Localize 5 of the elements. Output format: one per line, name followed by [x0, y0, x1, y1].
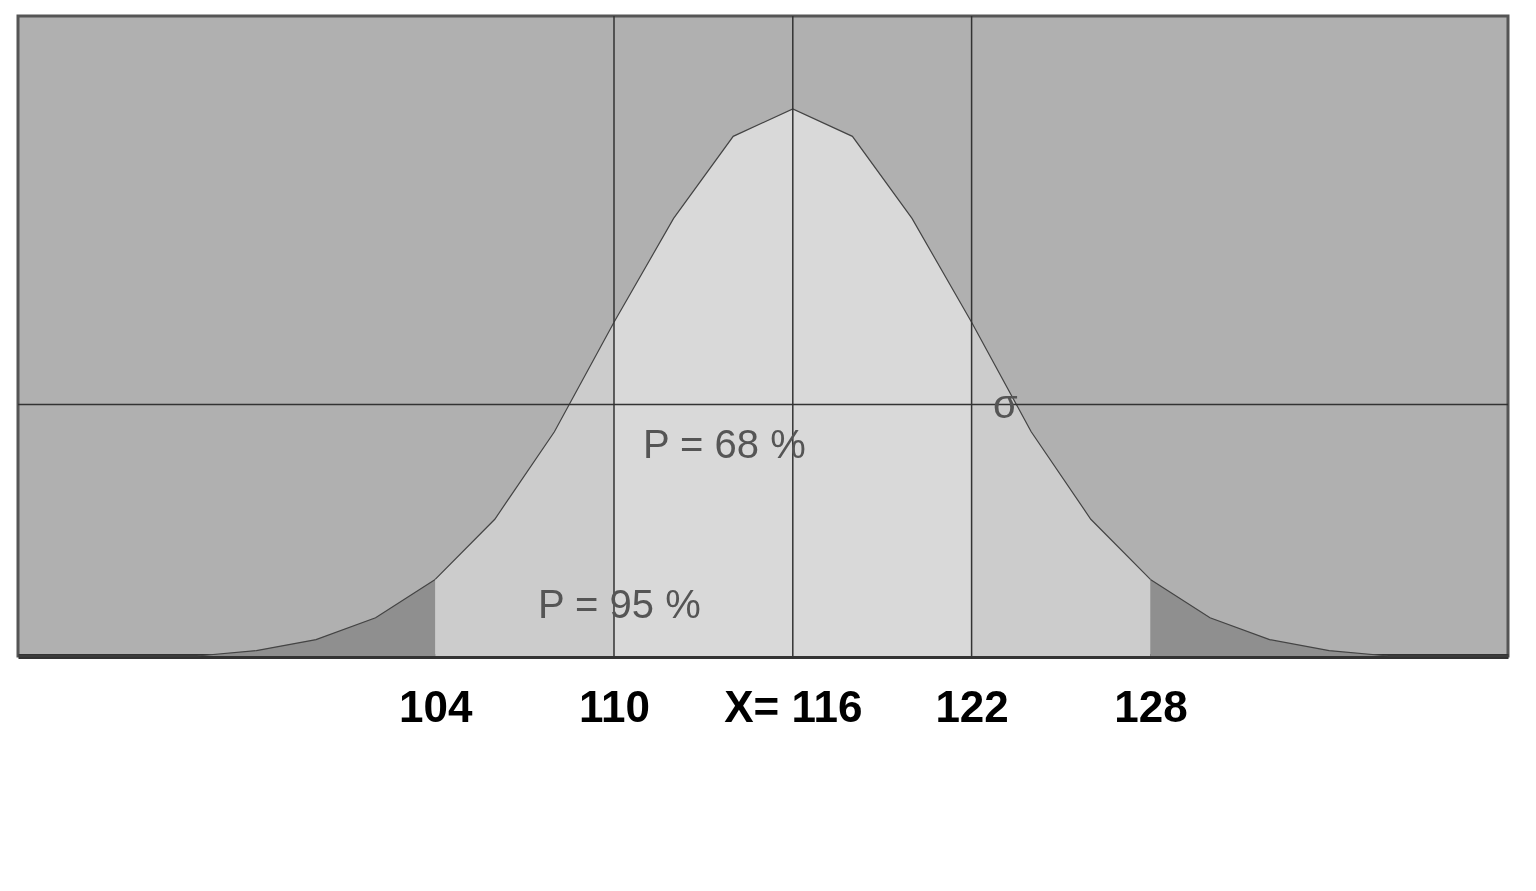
x-tick-label: 110	[579, 681, 650, 731]
x-tick-label: 128	[1114, 681, 1188, 731]
x-tick-label: 104	[398, 681, 473, 731]
x-tick-label: X= 116	[724, 681, 863, 731]
x-tick-label: 122	[935, 681, 1009, 731]
